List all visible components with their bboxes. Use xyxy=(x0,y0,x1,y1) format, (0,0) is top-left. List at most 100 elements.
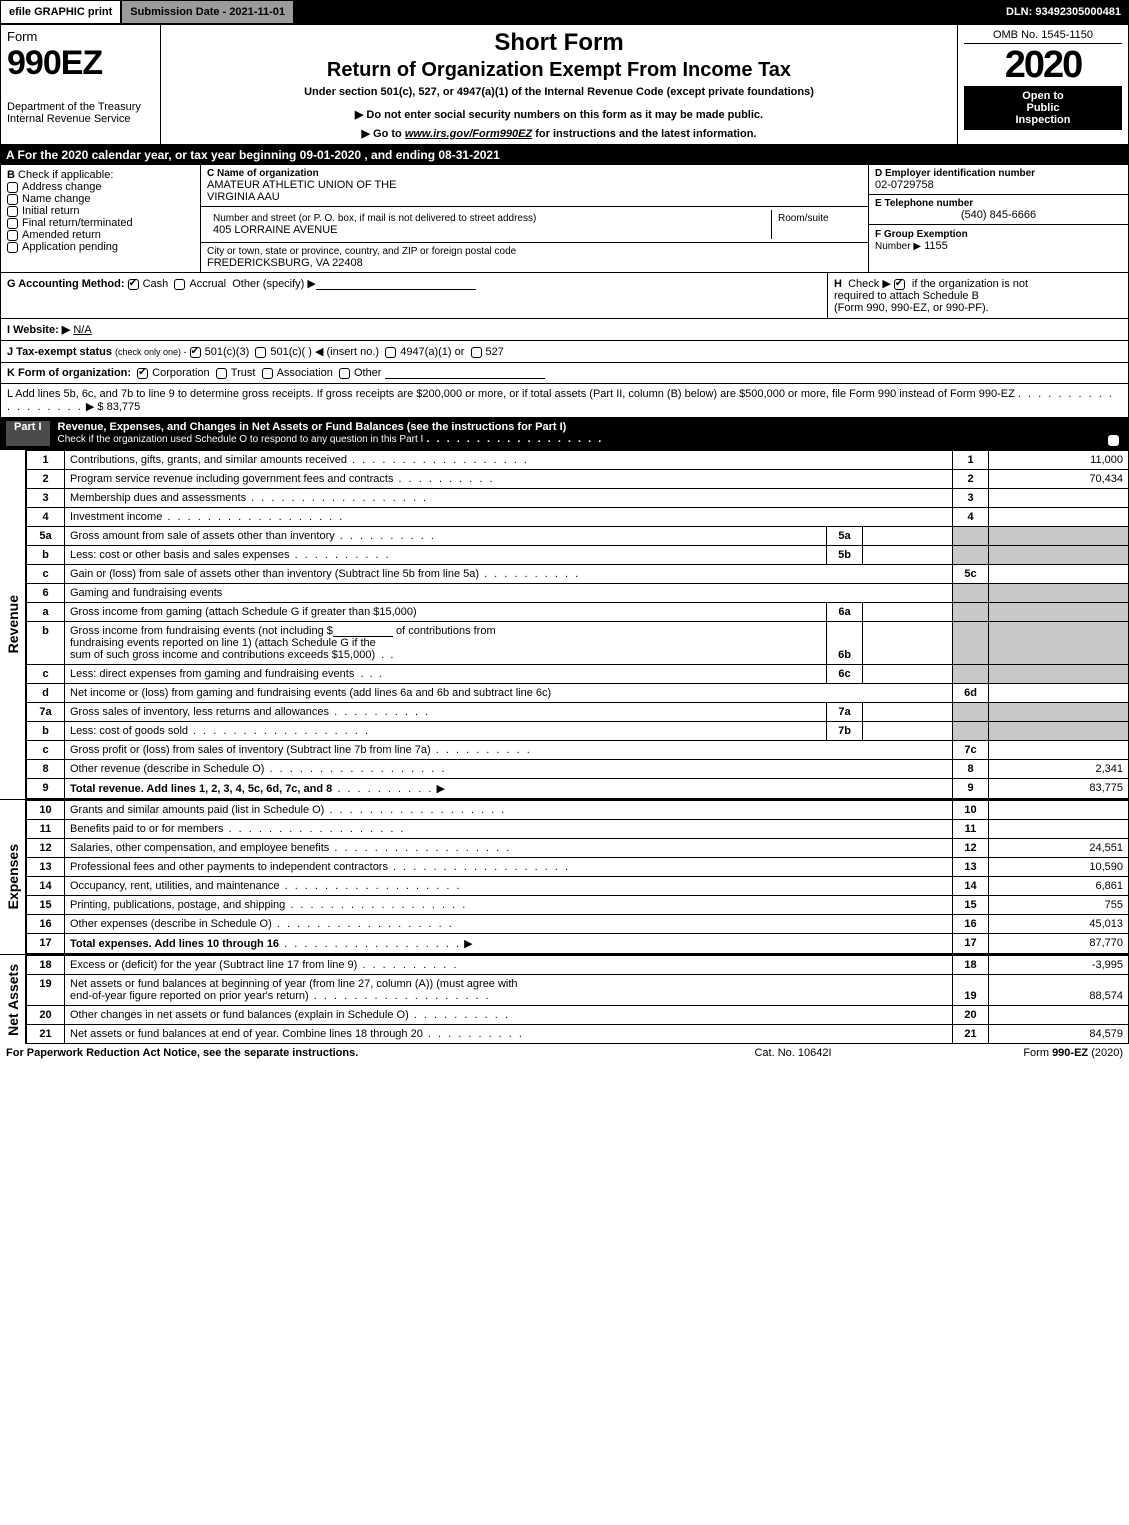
b-item-initial[interactable]: Initial return xyxy=(7,205,194,217)
l12-val: 24,551 xyxy=(989,839,1129,858)
website-value: N/A xyxy=(73,324,91,336)
l6b-blank[interactable] xyxy=(333,625,393,637)
expenses-table-col: 10Grants and similar amounts paid (list … xyxy=(26,800,1129,954)
l17-rnum: 17 xyxy=(953,934,989,954)
irs-link[interactable]: www.irs.gov/Form990EZ xyxy=(405,128,532,140)
l3-rnum: 3 xyxy=(953,489,989,508)
b-item-amended[interactable]: Amended return xyxy=(7,229,194,241)
l6d-val xyxy=(989,684,1129,703)
l6b-desc3: fundraising events reported on line 1) (… xyxy=(70,637,376,649)
l11-desc: Benefits paid to or for members xyxy=(70,823,223,835)
k-other-checkbox[interactable] xyxy=(339,368,350,379)
phone-value: (540) 845-6666 xyxy=(875,209,1122,221)
k-trust: Trust xyxy=(231,367,256,379)
b-item-address[interactable]: Address change xyxy=(7,181,194,193)
header-left: Form 990EZ Department of the Treasury In… xyxy=(1,25,161,144)
l20-desc: Other changes in net assets or fund bala… xyxy=(70,1009,409,1021)
j-501c3-checkbox[interactable] xyxy=(190,347,201,358)
j-4947: 4947(a)(1) or xyxy=(400,346,464,358)
k-corp-checkbox[interactable] xyxy=(137,368,148,379)
l13-val: 10,590 xyxy=(989,858,1129,877)
g-accrual-checkbox[interactable] xyxy=(174,279,185,290)
group-exemption-number: 1155 xyxy=(924,240,948,252)
b-item-final[interactable]: Final return/terminated xyxy=(7,217,194,229)
l6b-rnum xyxy=(953,622,989,665)
line-21: 21Net assets or fund balances at end of … xyxy=(27,1025,1129,1044)
g-cash-checkbox[interactable] xyxy=(128,279,139,290)
j-4947-checkbox[interactable] xyxy=(385,347,396,358)
goto-pre: Go to xyxy=(373,128,405,140)
l5a-num: 5a xyxy=(27,527,65,546)
row-i: I Website: ▶ N/A xyxy=(1,318,1128,340)
k-trust-checkbox[interactable] xyxy=(216,368,227,379)
l8-num: 8 xyxy=(27,760,65,779)
l8-desc: Other revenue (describe in Schedule O) xyxy=(70,763,264,775)
line-6d: dNet income or (loss) from gaming and fu… xyxy=(27,684,1129,703)
l14-val: 6,861 xyxy=(989,877,1129,896)
top-bar: efile GRAPHIC print Submission Date - 20… xyxy=(0,0,1129,24)
l6b-num: b xyxy=(27,622,65,665)
part1-header: Part I Revenue, Expenses, and Changes in… xyxy=(0,418,1129,449)
l5c-rnum: 5c xyxy=(953,565,989,584)
l3-desc: Membership dues and assessments xyxy=(70,492,246,504)
b-label: B Check if applicable: xyxy=(7,169,194,181)
j-501c: 501(c)( ) ◀ (insert no.) xyxy=(270,346,379,358)
form-header: Form 990EZ Department of the Treasury In… xyxy=(0,24,1129,145)
l21-val: 84,579 xyxy=(989,1025,1129,1044)
b-amended-label: Amended return xyxy=(22,229,101,241)
open-to-public: Open to Public Inspection xyxy=(964,86,1122,130)
k-other-input[interactable] xyxy=(385,367,545,379)
expenses-vlabel-col: Expenses xyxy=(0,800,26,954)
revenue-table: 1Contributions, gifts, grants, and simil… xyxy=(26,450,1129,799)
c-name-cell: C Name of organization AMATEUR ATHLETIC … xyxy=(201,165,868,207)
c-city-cell: City or town, state or province, country… xyxy=(201,243,868,272)
part1-schedule-o-checkbox[interactable] xyxy=(1108,435,1119,446)
efile-print-label[interactable]: efile GRAPHIC print xyxy=(0,0,121,24)
l19-desc1: Net assets or fund balances at beginning… xyxy=(70,978,518,990)
k-assoc-checkbox[interactable] xyxy=(262,368,273,379)
l7c-rnum: 7c xyxy=(953,741,989,760)
revenue-vlabel-col: Revenue xyxy=(0,450,26,799)
l15-val: 755 xyxy=(989,896,1129,915)
b-item-name[interactable]: Name change xyxy=(7,193,194,205)
header-mid: Short Form Return of Organization Exempt… xyxy=(161,25,958,144)
g-other-input[interactable] xyxy=(316,278,476,290)
j-501c-checkbox[interactable] xyxy=(255,347,266,358)
l7c-desc: Gross profit or (loss) from sales of inv… xyxy=(70,744,431,756)
col-c: C Name of organization AMATEUR ATHLETIC … xyxy=(201,165,868,272)
j-527-checkbox[interactable] xyxy=(471,347,482,358)
l6d-desc: Net income or (loss) from gaming and fun… xyxy=(70,687,551,699)
l6c-sub: 6c xyxy=(827,665,863,684)
k-assoc: Association xyxy=(277,367,333,379)
e-cell: E Telephone number (540) 845-6666 xyxy=(869,195,1128,225)
l4-val xyxy=(989,508,1129,527)
open-line2: Public xyxy=(966,102,1120,114)
footer-formref: Form 990-EZ (2020) xyxy=(923,1047,1123,1059)
l18-val: -3,995 xyxy=(989,956,1129,975)
line-14: 14Occupancy, rent, utilities, and mainte… xyxy=(27,877,1129,896)
l2-val: 70,434 xyxy=(989,470,1129,489)
l5a-desc: Gross amount from sale of assets other t… xyxy=(70,530,335,542)
l6-num: 6 xyxy=(27,584,65,603)
dept-irs: Internal Revenue Service xyxy=(7,113,154,125)
l19-desc2: end-of-year figure reported on prior yea… xyxy=(70,990,309,1002)
b-item-pending[interactable]: Application pending xyxy=(7,241,194,253)
row-k: K Form of organization: Corporation Trus… xyxy=(1,362,1128,383)
part1-dots xyxy=(426,433,603,445)
line-5b: bLess: cost or other basis and sales exp… xyxy=(27,546,1129,565)
line-6c: cLess: direct expenses from gaming and f… xyxy=(27,665,1129,684)
l18-rnum: 18 xyxy=(953,956,989,975)
l12-desc: Salaries, other compensation, and employ… xyxy=(70,842,329,854)
h-checkbox[interactable] xyxy=(894,279,905,290)
submission-date: Submission Date - 2021-11-01 xyxy=(121,0,294,24)
header-right: OMB No. 1545-1150 2020 Open to Public In… xyxy=(958,25,1128,144)
l4-rnum: 4 xyxy=(953,508,989,527)
city-label: City or town, state or province, country… xyxy=(207,246,862,257)
city-state-zip: FREDERICKSBURG, VA 22408 xyxy=(207,257,862,269)
l7a-subval xyxy=(863,703,953,722)
d-cell: D Employer identification number 02-0729… xyxy=(869,165,1128,195)
identity-block: B Check if applicable: Address change Na… xyxy=(0,165,1129,418)
section-bcd: B Check if applicable: Address change Na… xyxy=(1,165,1128,272)
street-address: 405 LORRAINE AVENUE xyxy=(213,224,765,236)
l9-num: 9 xyxy=(27,779,65,799)
